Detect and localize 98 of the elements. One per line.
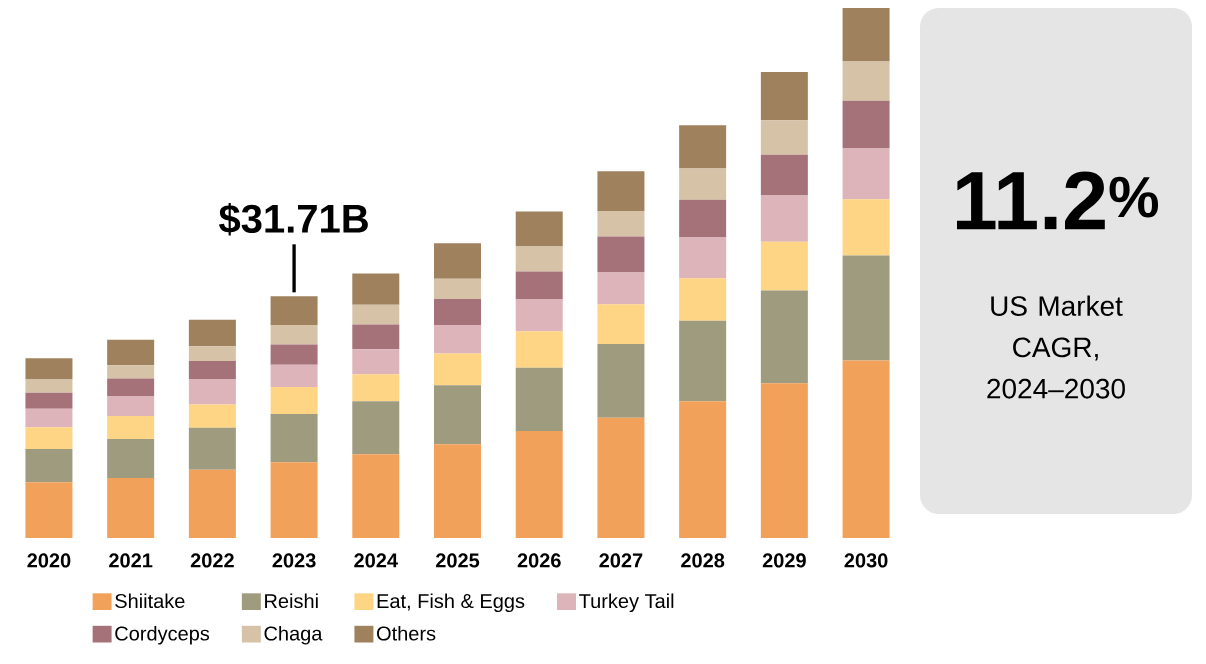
- bar: [434, 278, 482, 299]
- x-tick-label: 2027: [599, 553, 643, 568]
- bar: [760, 290, 808, 384]
- bar: [25, 358, 73, 380]
- legend-label: Shiitake: [115, 593, 185, 609]
- bar: [842, 255, 890, 361]
- bar: [597, 236, 645, 273]
- bar: [679, 401, 727, 538]
- bar: [434, 298, 482, 325]
- bar: [679, 237, 727, 279]
- bar: [107, 416, 155, 439]
- bar: [760, 195, 808, 242]
- bar: [434, 385, 482, 445]
- bar: [434, 353, 482, 386]
- bar: [25, 427, 73, 449]
- bar: [352, 273, 400, 305]
- bar: [842, 360, 890, 538]
- bar: [760, 383, 808, 538]
- bar: [188, 360, 236, 380]
- bar: [679, 199, 727, 238]
- bar: [842, 148, 890, 200]
- bar: [107, 438, 155, 479]
- bar: [760, 241, 808, 291]
- bar: [515, 331, 563, 368]
- bar: [352, 454, 400, 538]
- bar: [842, 61, 890, 101]
- legend-label: Cordyceps: [115, 625, 210, 645]
- legend-label: Others: [377, 625, 436, 641]
- bar: [107, 396, 155, 417]
- bar: [597, 304, 645, 345]
- bar: [434, 243, 482, 279]
- bar: [352, 401, 400, 455]
- bar: [188, 427, 236, 470]
- bar: [679, 278, 727, 321]
- bar: [434, 324, 482, 354]
- bar: [188, 404, 236, 428]
- bar: [107, 478, 155, 538]
- x-tick-label: 2026: [517, 553, 561, 568]
- bar: [352, 304, 400, 325]
- legend-label: Eat, Fish & Eggs: [377, 593, 525, 613]
- annotation: $31.71B: [218, 202, 368, 236]
- x-tick-label: 2029: [762, 553, 806, 568]
- bar: [188, 346, 236, 361]
- bar: [107, 378, 155, 397]
- x-tick-label: 2030: [844, 553, 888, 568]
- x-tick-label: 2025: [435, 553, 480, 568]
- bar: [515, 299, 563, 332]
- x-tick-label: 2020: [27, 553, 71, 568]
- x-tick-label: 2024: [354, 553, 398, 568]
- bar: [270, 344, 318, 365]
- bar: [597, 272, 645, 305]
- bar: [25, 392, 73, 409]
- bar: [679, 168, 727, 200]
- text: US Market CAGR, 2024–2030: [987, 295, 1125, 399]
- text: 11.2$^{%}$: [956, 171, 1159, 230]
- bar: [434, 444, 482, 538]
- bar: [842, 100, 890, 149]
- bar: [270, 296, 318, 325]
- bar: [270, 462, 318, 538]
- bar: [188, 469, 236, 538]
- bar: [25, 379, 73, 393]
- bar: [25, 408, 73, 428]
- x-tick-label: 2023: [272, 553, 316, 568]
- bar: [270, 386, 318, 414]
- legend-label: Reishi: [265, 593, 318, 609]
- bar: [679, 125, 727, 169]
- bar: [188, 379, 236, 405]
- bar: [515, 271, 563, 300]
- bar: [760, 120, 808, 155]
- bar: [270, 324, 318, 345]
- bar: [515, 367, 563, 431]
- bar: [270, 364, 318, 387]
- bar: [597, 417, 645, 538]
- bar: [25, 448, 73, 483]
- bar: [597, 171, 645, 211]
- bar: [679, 320, 727, 402]
- bar: [597, 344, 645, 418]
- bar: [515, 246, 563, 272]
- bar: [597, 210, 645, 237]
- bar: [188, 319, 236, 347]
- legend-label: Turkey Tail: [579, 593, 674, 613]
- bar: [515, 430, 563, 538]
- bar: [270, 413, 318, 463]
- legend-label: Chaga: [264, 625, 323, 645]
- x-tick-label: 2021: [109, 553, 153, 568]
- x-tick-label: 2028: [681, 553, 725, 568]
- bar: [352, 324, 400, 350]
- x-tick-label: 2022: [190, 553, 234, 568]
- bar: [107, 339, 155, 366]
- bar: [842, 199, 890, 256]
- bar: [760, 72, 808, 121]
- bar: [352, 374, 400, 402]
- bar: [760, 154, 808, 196]
- bar: [25, 482, 73, 538]
- bar: [107, 365, 155, 379]
- bar: [842, 7, 890, 62]
- bar: [352, 349, 400, 375]
- bar: [515, 211, 563, 247]
